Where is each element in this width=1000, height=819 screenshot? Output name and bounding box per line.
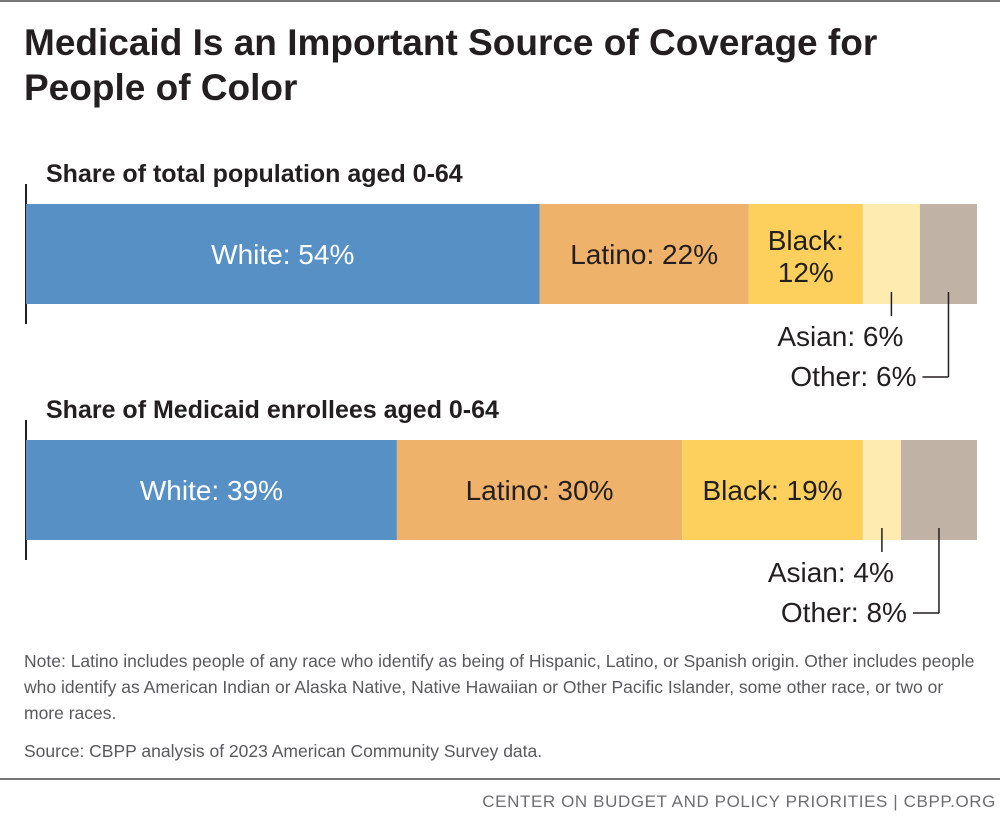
bar-medicaid-black [682, 440, 863, 540]
bar-population-latino [539, 204, 749, 304]
bar-medicaid-white [26, 440, 397, 540]
data-label-medicaid-latino: Latino: 30% [466, 475, 614, 506]
bar-population-black [748, 204, 863, 304]
bar-group-title-population: Share of total population aged 0-64 [46, 160, 463, 188]
bar-medicaid-asian [862, 440, 901, 540]
bar-medicaid-latino [396, 440, 683, 540]
data-label-population-white: White: 54% [211, 239, 354, 270]
chart-note: Note: Latino includes people of any race… [24, 651, 975, 723]
top-rule [0, 0, 1000, 2]
bar-population-white [26, 204, 540, 304]
chart-source: Source: CBPP analysis of 2023 American C… [24, 741, 543, 761]
data-label-medicaid-other: Other: 8% [781, 597, 907, 628]
bar-group-title-medicaid: Share of Medicaid enrollees aged 0-64 [46, 396, 499, 424]
stacked-bar-chart: White: 54% Latino: 22% Black: 12% Asian: 6% O… [25, 184, 977, 628]
footer-credit: CENTER ON BUDGET AND POLICY PRIORITIES |… [482, 792, 996, 811]
bar-population-other [919, 204, 977, 304]
data-label-population-other: Other: 6% [790, 361, 916, 392]
bar-population-asian [862, 204, 920, 304]
data-label-medicaid-asian: Asian: 4% [768, 557, 894, 588]
data-label-medicaid-black: Black: 19% [702, 475, 842, 506]
chart-title: Medicaid Is an Important Source of Cover… [24, 22, 878, 108]
data-label-population-asian: Asian: 6% [777, 321, 903, 352]
bottom-rule [0, 778, 1000, 780]
data-label-medicaid-white: White: 39% [140, 475, 283, 506]
bar-medicaid-other [900, 440, 977, 540]
data-label-population-black: Black: 12% [768, 225, 844, 288]
data-label-population-latino: Latino: 22% [570, 239, 718, 270]
